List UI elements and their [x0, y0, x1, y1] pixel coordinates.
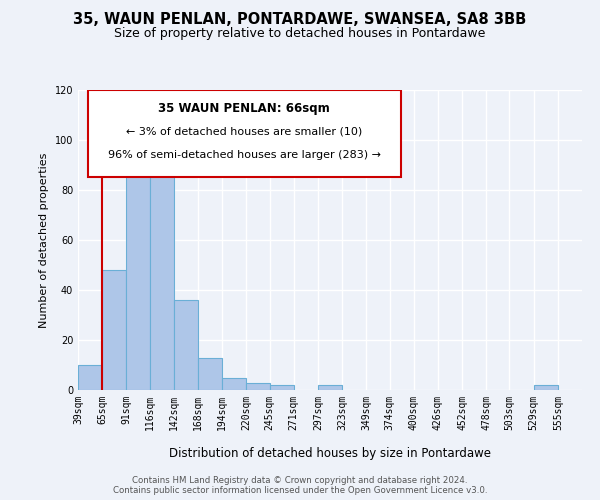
Text: ← 3% of detached houses are smaller (10): ← 3% of detached houses are smaller (10): [126, 126, 362, 136]
Text: 35, WAUN PENLAN, PONTARDAWE, SWANSEA, SA8 3BB: 35, WAUN PENLAN, PONTARDAWE, SWANSEA, SA…: [73, 12, 527, 28]
Text: 96% of semi-detached houses are larger (283) →: 96% of semi-detached houses are larger (…: [108, 150, 381, 160]
Bar: [247, 382, 269, 390]
Bar: [78, 365, 102, 390]
FancyBboxPatch shape: [88, 90, 401, 177]
Text: 35 WAUN PENLAN: 66sqm: 35 WAUN PENLAN: 66sqm: [158, 102, 330, 115]
Y-axis label: Number of detached properties: Number of detached properties: [39, 152, 49, 328]
Bar: [149, 160, 174, 390]
Bar: [269, 385, 294, 390]
Bar: [318, 385, 342, 390]
X-axis label: Distribution of detached houses by size in Pontardawe: Distribution of detached houses by size …: [169, 447, 491, 460]
Bar: [222, 378, 247, 390]
Bar: [102, 270, 127, 390]
Bar: [127, 172, 149, 390]
Text: Size of property relative to detached houses in Pontardawe: Size of property relative to detached ho…: [115, 28, 485, 40]
Text: Contains HM Land Registry data © Crown copyright and database right 2024.
Contai: Contains HM Land Registry data © Crown c…: [113, 476, 487, 495]
Bar: [174, 300, 198, 390]
Bar: [198, 358, 222, 390]
Bar: [533, 385, 558, 390]
